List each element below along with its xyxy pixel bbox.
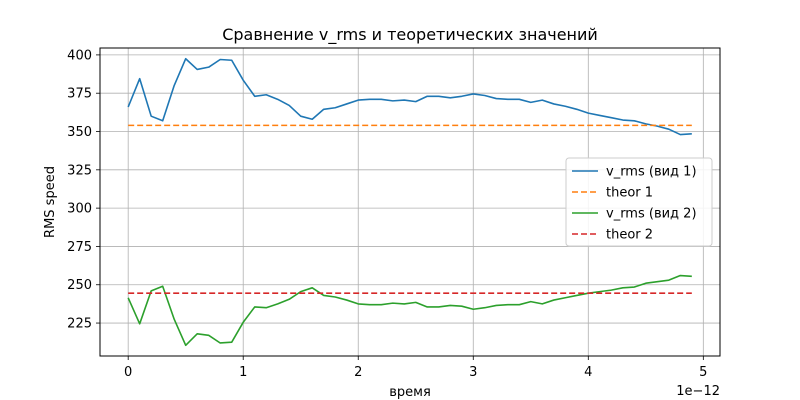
y-tick-label: 350 [67,125,92,140]
x-axis: 0 1 2 3 4 5 [124,356,707,380]
x-tick-label: 1 [239,365,247,380]
legend-label: v_rms (вид 1) [606,165,697,180]
y-tick-label: 400 [67,48,92,63]
series-layer [127,57,692,347]
y-tick-label: 250 [67,278,92,293]
chart-title: Сравнение v_rms и теоретических значений [222,25,598,45]
legend-label: theor 2 [606,228,653,243]
plot-frame [99,47,721,357]
y-tick-label: 225 [67,317,92,332]
y-axis-label: RMS speed [43,166,58,238]
y-axis: 225 250 275 300 325 350 375 400 [67,48,100,332]
x-tick-label: 4 [584,365,592,380]
x-axis-offset-label: 1e−12 [676,384,720,399]
x-tick-label: 0 [124,365,132,380]
x-tick-label: 5 [699,365,707,380]
series-line-3 [127,274,692,347]
legend-label: theor 1 [606,186,653,201]
legend: v_rms (вид 1) theor 1 v_rms (вид 2) theor 2 [565,157,713,247]
x-axis-label: время [389,385,431,400]
legend-box [565,157,713,247]
legend-label: v_rms (вид 2) [606,207,697,222]
x-tick-label: 2 [354,365,362,380]
x-tick-label: 3 [469,365,477,380]
y-tick-label: 300 [67,202,92,217]
y-tick-label: 275 [67,240,92,255]
series-line-1 [127,57,692,136]
y-tick-label: 325 [67,163,92,178]
y-tick-label: 375 [67,87,92,102]
